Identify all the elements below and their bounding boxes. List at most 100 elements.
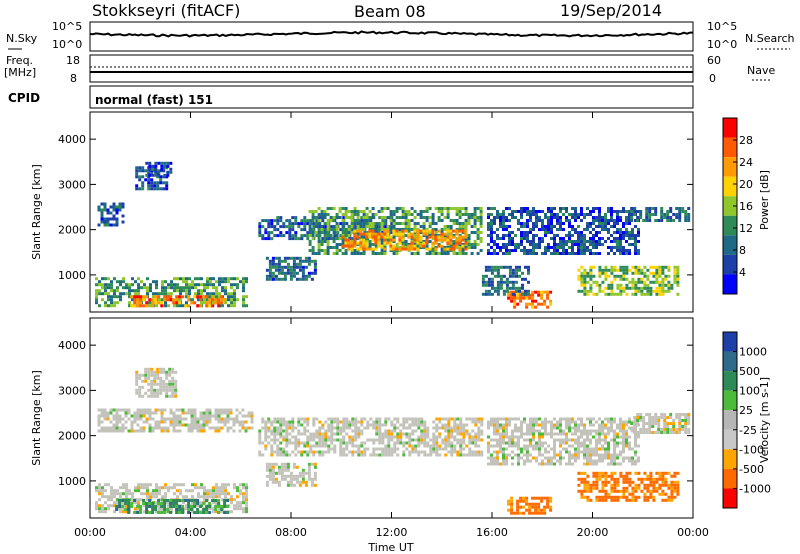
heatmap-cell <box>499 450 502 454</box>
heatmap-cell <box>368 210 372 213</box>
heatmap-cell <box>580 265 584 269</box>
heatmap-cell <box>592 429 595 433</box>
heatmap-cell <box>502 292 506 296</box>
heatmap-cell <box>286 265 290 269</box>
heatmap-cell <box>661 268 665 272</box>
heatmap-cell <box>387 450 391 454</box>
heatmap-cell <box>294 216 298 220</box>
heatmap-cell <box>137 486 140 490</box>
heatmap-cell <box>404 240 408 243</box>
heatmap-cell <box>354 444 358 448</box>
heatmap-cell <box>499 423 502 427</box>
heatmap-cell <box>288 432 292 436</box>
heatmap-cell <box>154 420 158 424</box>
heatmap-cell <box>541 444 544 448</box>
heatmap-cell <box>172 414 176 418</box>
heatmap-cell <box>188 286 191 290</box>
heatmap-cell <box>308 225 312 228</box>
heatmap-cell <box>625 498 629 502</box>
heatmap-cell <box>223 502 227 505</box>
heatmap-cell <box>301 474 305 478</box>
heatmap-cell <box>413 234 417 237</box>
heatmap-cell <box>607 492 611 496</box>
heatmap-cell <box>151 173 155 177</box>
heatmap-cell <box>568 225 571 228</box>
heatmap-cell <box>308 228 312 231</box>
heatmap-cell <box>514 249 517 252</box>
heatmap-cell <box>531 302 535 306</box>
heatmap-cell <box>203 495 206 499</box>
heatmap-cell <box>476 252 480 255</box>
heatmap-cell <box>589 240 592 243</box>
heatmap-cell <box>159 370 163 374</box>
heatmap-cell <box>476 216 480 219</box>
heatmap-cell <box>673 274 677 278</box>
heatmap-cell <box>101 489 104 493</box>
heatmap-cell <box>384 417 388 421</box>
heatmap-cell <box>384 420 388 424</box>
heatmap-cell <box>565 219 568 222</box>
heatmap-cell <box>655 471 659 475</box>
heatmap-cell <box>404 229 408 233</box>
heatmap-cell <box>637 280 641 284</box>
heatmap-cell <box>450 444 454 448</box>
heatmap-cell <box>423 423 427 427</box>
heatmap-cell <box>341 244 345 248</box>
heatmap-cell <box>535 459 538 463</box>
heatmap-cell <box>112 223 116 227</box>
heatmap-cell <box>619 286 623 290</box>
heatmap-cell <box>353 238 357 242</box>
heatmap-cell <box>113 495 116 499</box>
heatmap-cell <box>395 207 399 210</box>
heatmap-cell <box>136 295 140 299</box>
heatmap-cell <box>270 219 274 223</box>
heatmap-cell <box>619 429 622 433</box>
heatmap-cell <box>145 295 149 299</box>
heatmap-cell <box>104 489 107 493</box>
heatmap-cell <box>318 429 322 433</box>
heatmap-cell <box>559 420 562 424</box>
heatmap-cell <box>301 268 305 272</box>
heatmap-cell <box>479 207 483 210</box>
heatmap-cell <box>622 252 625 255</box>
heatmap-cell <box>453 417 457 421</box>
heatmap-cell <box>410 232 414 236</box>
heatmap-cell <box>550 456 553 460</box>
heatmap-cell <box>586 274 590 278</box>
heatmap-cell <box>634 249 637 252</box>
heatmap-cell <box>568 234 571 237</box>
heatmap-cell <box>146 495 149 499</box>
heatmap-cell <box>347 210 351 213</box>
heatmap-cell <box>172 420 176 424</box>
heatmap-cell <box>426 435 430 439</box>
heatmap-cell <box>562 438 565 442</box>
heatmap-cell <box>138 169 142 173</box>
heatmap-cell <box>510 296 514 300</box>
heatmap-cell <box>528 511 532 515</box>
heatmap-cell <box>610 240 613 243</box>
heatmap-cell <box>145 411 149 415</box>
heatmap-cell <box>423 429 427 433</box>
heatmap-cell <box>477 432 481 436</box>
heatmap-cell <box>658 471 662 475</box>
heatmap-cell <box>196 511 200 514</box>
heatmap-cell <box>532 447 535 451</box>
heatmap-cell <box>365 207 369 210</box>
heatmap-cell <box>625 441 628 445</box>
heatmap-cell <box>625 219 628 222</box>
heatmap-cell <box>622 486 626 490</box>
heatmap-cell <box>265 277 269 281</box>
heatmap-cell <box>202 414 206 418</box>
heatmap-cell <box>215 286 218 290</box>
heatmap-cell <box>368 243 372 246</box>
heatmap-cell <box>678 213 682 216</box>
heatmap-cell <box>628 483 632 487</box>
heatmap-cell <box>374 238 378 242</box>
heatmap-cell <box>288 228 292 232</box>
heatmap-cell <box>565 240 568 243</box>
heatmap-cell <box>185 301 188 305</box>
heatmap-cell <box>301 259 305 263</box>
heatmap-cell <box>586 429 589 433</box>
heatmap-cell <box>583 213 586 216</box>
heatmap-cell <box>532 438 535 442</box>
